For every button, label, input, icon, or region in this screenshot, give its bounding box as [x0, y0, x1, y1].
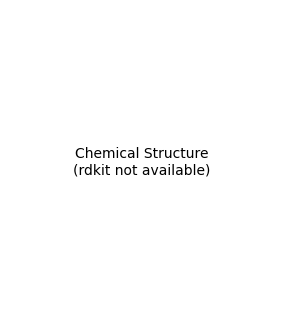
Text: Chemical Structure
(rdkit not available): Chemical Structure (rdkit not available): [73, 147, 211, 177]
